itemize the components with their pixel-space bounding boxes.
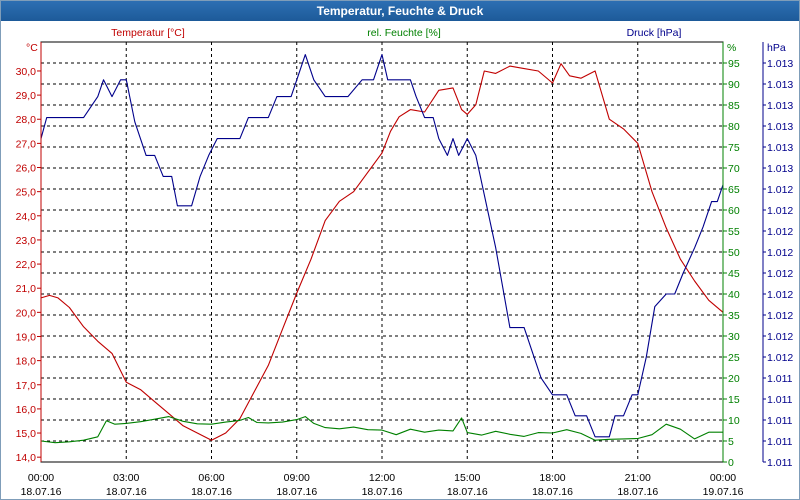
x-tick-date: 19.07.16 bbox=[703, 486, 744, 498]
humidity-tick-label: 10 bbox=[728, 415, 740, 427]
pressure-tick-label: 1.012 bbox=[767, 226, 793, 238]
x-tick-time: 09:00 bbox=[284, 472, 310, 484]
pressure-tick-label: 1.013 bbox=[767, 100, 793, 112]
x-tick-time: 12:00 bbox=[369, 472, 395, 484]
pressure-tick-label: 1.013 bbox=[767, 58, 793, 70]
temperature-unit: °C bbox=[26, 42, 38, 54]
pressure-series-line bbox=[40, 54, 724, 438]
pressure-tick-label: 1.012 bbox=[767, 205, 793, 217]
x-tick-time: 06:00 bbox=[198, 472, 224, 484]
pressure-unit: hPa bbox=[767, 42, 786, 54]
x-tick-time: 00:00 bbox=[710, 472, 736, 484]
humidity-tick-label: 45 bbox=[728, 268, 740, 280]
temperature-tick-label: 22,0 bbox=[16, 259, 37, 271]
x-tick-date: 18.07.16 bbox=[191, 486, 232, 498]
temperature-tick-label: 20,0 bbox=[16, 307, 37, 319]
pressure-tick-label: 1.011 bbox=[767, 394, 793, 406]
temperature-tick-label: 23,0 bbox=[16, 235, 37, 247]
humidity-tick-label: 5 bbox=[728, 436, 734, 448]
temperature-tick-label: 14,0 bbox=[16, 452, 37, 464]
temperature-tick-label: 26,0 bbox=[16, 163, 37, 175]
pressure-tick-label: 1.012 bbox=[767, 289, 793, 301]
humidity-tick-label: 20 bbox=[728, 373, 740, 385]
pressure-tick-label: 1.013 bbox=[767, 142, 793, 154]
pressure-tick-label: 1.013 bbox=[767, 121, 793, 133]
humidity-tick-label: 0 bbox=[728, 457, 734, 469]
pressure-tick-label: 1.011 bbox=[767, 457, 793, 469]
pressure-tick-label: 1.012 bbox=[767, 310, 793, 322]
humidity-tick-label: 95 bbox=[728, 58, 740, 70]
pressure-tick-label: 1.012 bbox=[767, 184, 793, 196]
humidity-tick-label: 80 bbox=[728, 121, 740, 133]
grid-layer bbox=[41, 42, 723, 462]
temperature-tick-label: 30,0 bbox=[16, 66, 37, 78]
pressure-tick-label: 1.012 bbox=[767, 247, 793, 259]
series-layer bbox=[40, 54, 724, 444]
temperature-tick-label: 15,0 bbox=[16, 428, 37, 440]
x-tick-time: 21:00 bbox=[625, 472, 651, 484]
pressure-tick-label: 1.011 bbox=[767, 415, 793, 427]
x-tick-date: 18.07.16 bbox=[276, 486, 317, 498]
pressure-tick-label: 1.012 bbox=[767, 352, 793, 364]
humidity-tick-label: 90 bbox=[728, 79, 740, 91]
x-tick-date: 18.07.16 bbox=[447, 486, 488, 498]
temperature-axis-label: Temperatur [°C] bbox=[111, 27, 185, 39]
humidity-tick-label: 50 bbox=[728, 247, 740, 259]
temperature-tick-label: 27,0 bbox=[16, 138, 37, 150]
pressure-tick-label: 1.011 bbox=[767, 373, 793, 385]
pressure-tick-label: 1.012 bbox=[767, 268, 793, 280]
humidity-unit: % bbox=[727, 42, 736, 54]
x-tick-date: 18.07.16 bbox=[21, 486, 62, 498]
pressure-tick-label: 1.011 bbox=[767, 436, 793, 448]
x-tick-date: 18.07.16 bbox=[532, 486, 573, 498]
x-tick-time: 03:00 bbox=[113, 472, 139, 484]
humidity-tick-label: 75 bbox=[728, 142, 740, 154]
x-tick-date: 18.07.16 bbox=[362, 486, 403, 498]
humidity-tick-label: 65 bbox=[728, 184, 740, 196]
temperature-tick-label: 16,0 bbox=[16, 404, 37, 416]
humidity-tick-label: 60 bbox=[728, 205, 740, 217]
temperature-tick-label: 29,0 bbox=[16, 90, 37, 102]
temperature-tick-label: 17,0 bbox=[16, 380, 37, 392]
x-tick-time: 15:00 bbox=[454, 472, 480, 484]
axes-layer: 00:00 18.07.16 03:00 18.07.16 06:00 18.07.16 0… bbox=[16, 42, 793, 498]
pressure-tick-label: 1.013 bbox=[767, 163, 793, 175]
pressure-axis-label: Druck [hPa] bbox=[627, 27, 682, 39]
x-tick-date: 18.07.16 bbox=[106, 486, 147, 498]
humidity-tick-label: 70 bbox=[728, 163, 740, 175]
pressure-tick-label: 1.012 bbox=[767, 331, 793, 343]
humidity-tick-label: 35 bbox=[728, 310, 740, 322]
pressure-tick-label: 1.013 bbox=[767, 79, 793, 91]
humidity-series-line bbox=[40, 416, 723, 444]
temperature-tick-label: 28,0 bbox=[16, 114, 37, 126]
temperature-tick-label: 25,0 bbox=[16, 187, 37, 199]
humidity-tick-label: 40 bbox=[728, 289, 740, 301]
x-tick-time: 00:00 bbox=[28, 472, 54, 484]
humidity-tick-label: 25 bbox=[728, 352, 740, 364]
humidity-tick-label: 85 bbox=[728, 100, 740, 112]
x-tick-date: 18.07.16 bbox=[617, 486, 658, 498]
humidity-axis-label: rel. Feuchte [%] bbox=[367, 27, 441, 39]
temperature-tick-label: 21,0 bbox=[16, 283, 37, 295]
temperature-tick-label: 24,0 bbox=[16, 211, 37, 223]
window-title: Temperatur, Feuchte & Druck bbox=[1, 1, 799, 21]
temperature-tick-label: 19,0 bbox=[16, 331, 37, 343]
humidity-tick-label: 15 bbox=[728, 394, 740, 406]
humidity-tick-label: 55 bbox=[728, 226, 740, 238]
x-tick-time: 18:00 bbox=[539, 472, 565, 484]
temperature-series-line bbox=[40, 63, 724, 441]
humidity-tick-label: 30 bbox=[728, 331, 740, 343]
temperature-tick-label: 18,0 bbox=[16, 356, 37, 368]
